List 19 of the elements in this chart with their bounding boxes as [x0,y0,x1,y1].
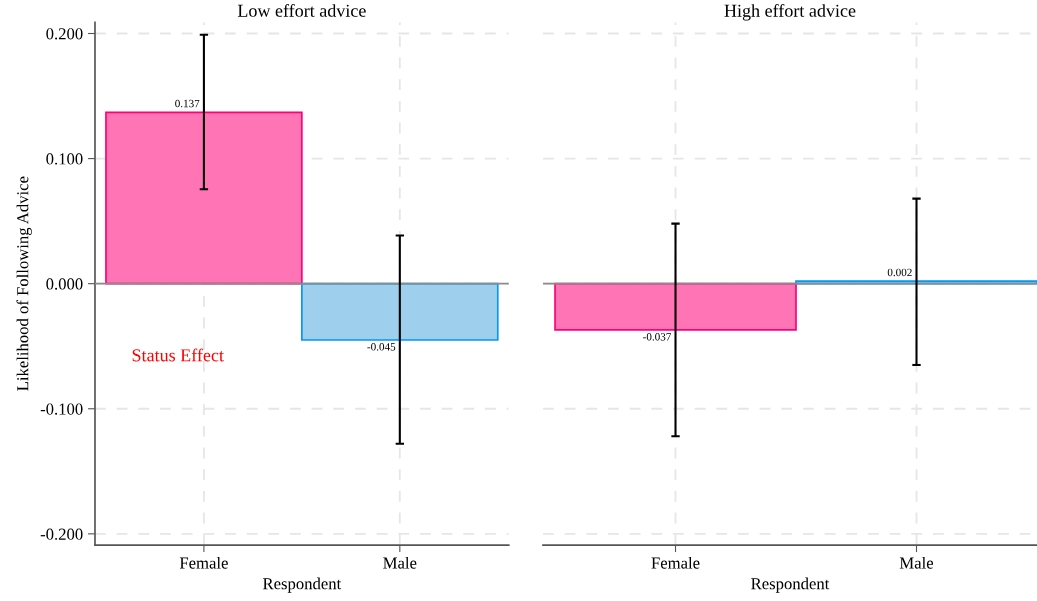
x-tick-label: Female [651,556,700,569]
y-tick-label: -0.200 [40,528,83,540]
annotation: Status Effect [132,348,224,362]
data-label: -0.037 [643,333,672,341]
y-tick-label: 0.100 [46,153,83,165]
x-tick-label: Female [179,556,228,569]
data-label: 0.002 [887,268,912,277]
x-tick-label: Male [383,556,417,569]
data-label: -0.045 [367,343,396,351]
y-axis-title: Likelihood of Following Advice [16,176,32,391]
chart-title: High effort advice [724,3,856,21]
y-tick-label: 0.200 [46,28,83,40]
chart-title: Low effort advice [237,3,366,17]
y-tick-label: 0.000 [46,278,83,290]
data-label: 0.137 [175,99,200,108]
x-axis-title: Respondent [751,577,830,593]
y-tick-label: -0.100 [40,403,83,415]
x-axis-title: Respondent [263,577,342,593]
x-tick-label: Male [899,556,934,569]
